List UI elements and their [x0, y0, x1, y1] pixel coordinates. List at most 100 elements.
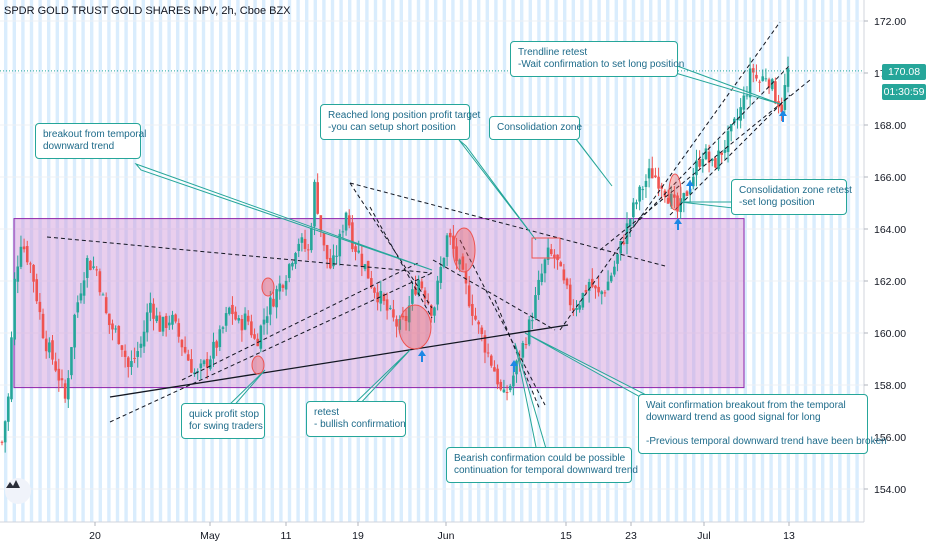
- session-band: [107, 0, 111, 522]
- candle-body: [306, 249, 310, 251]
- session-band: [47, 0, 51, 522]
- candle-body: [388, 307, 392, 309]
- chart-title: SPDR GOLD TRUST GOLD SHARES NPV, 2h, Cbo…: [4, 5, 291, 17]
- annotation-zone-retest[interactable]: Consolidation zone retest -set long posi…: [731, 179, 852, 215]
- candle-body: [370, 278, 373, 288]
- candle-body: [212, 341, 215, 359]
- candle-body: [190, 359, 193, 373]
- candle-body: [347, 215, 351, 226]
- candle-body: [164, 315, 168, 328]
- candle-body: [363, 264, 367, 270]
- candle-body: [521, 342, 525, 358]
- candle-body: [319, 215, 323, 232]
- candle-body: [322, 232, 326, 246]
- candle-body: [177, 323, 181, 337]
- candle-body: [774, 81, 777, 104]
- support-line: [109, 324, 569, 398]
- wedge-line-b: [369, 206, 433, 319]
- candle-body: [237, 318, 241, 321]
- annotation-quick-profit[interactable]: quick profit stop for swing traders: [181, 403, 265, 439]
- candle-body: [291, 262, 294, 267]
- candle-body: [98, 271, 102, 293]
- candle-body: [7, 396, 10, 422]
- candle-body: [44, 338, 48, 352]
- candles: [0, 56, 790, 453]
- session-band: [554, 0, 558, 522]
- candle-body: [572, 308, 575, 311]
- candle-body: [780, 104, 783, 113]
- annotation-retest[interactable]: retest - bullish confirmation: [306, 401, 406, 437]
- candle-body: [423, 290, 427, 299]
- price-tick-label: 172.00: [874, 16, 906, 28]
- session-band: [313, 0, 317, 522]
- candle-body: [54, 361, 57, 371]
- candle-body: [186, 354, 190, 361]
- candle-body: [117, 326, 121, 345]
- candle-body: [41, 313, 45, 339]
- candle-body: [411, 289, 414, 304]
- candle-body: [524, 344, 528, 346]
- session-band: [477, 0, 481, 522]
- session-band: [683, 0, 687, 522]
- highlight-circle: [452, 227, 476, 273]
- candle-body: [480, 327, 484, 335]
- candle-body: [303, 238, 307, 249]
- candle-body: [114, 328, 117, 330]
- candle-body: [758, 81, 761, 83]
- candle-body: [180, 339, 184, 348]
- candle-body: [95, 269, 98, 271]
- consolidation-zone-box[interactable]: [13, 218, 745, 389]
- annotation-consolidation-zone[interactable]: Consolidation zone: [489, 116, 582, 140]
- candle-body: [414, 287, 417, 295]
- candle-body: [597, 286, 600, 293]
- candle-body: [471, 303, 474, 316]
- candle-body: [461, 256, 465, 270]
- candle-body: [679, 198, 682, 213]
- annotation-reached-target[interactable]: Reached long position profit target -you…: [320, 104, 480, 140]
- candle-body: [63, 383, 67, 399]
- candle-body: [89, 260, 92, 271]
- price-tick-label: 166.00: [874, 172, 906, 184]
- candle-body: [259, 325, 263, 349]
- session-band: [829, 0, 833, 522]
- annotation-wait-confirmation[interactable]: Wait confirmation breakout from the temp…: [638, 394, 887, 454]
- candle-body: [297, 243, 301, 252]
- tradingview-logo[interactable]: [5, 478, 31, 504]
- session-band: [520, 0, 524, 522]
- session-band: [115, 0, 120, 522]
- candle-body: [600, 291, 604, 295]
- session-band: [21, 0, 25, 522]
- candle-body: [417, 279, 420, 295]
- candle-body: [281, 285, 285, 288]
- annotation-trendline-retest[interactable]: Trendline retest -Wait confirmation to s…: [510, 41, 684, 77]
- session-band: [786, 0, 790, 522]
- candle-body: [720, 152, 724, 155]
- candle-body: [723, 149, 727, 153]
- candle-body: [685, 191, 689, 197]
- candle-body: [341, 231, 345, 233]
- annotation-breakout[interactable]: breakout from temporal downward trend: [35, 123, 146, 159]
- candle-body: [120, 345, 124, 350]
- session-band: [348, 0, 352, 522]
- candle-body: [0, 441, 4, 443]
- session-band: [709, 0, 713, 522]
- candle-body: [486, 352, 490, 354]
- candle-body: [171, 314, 174, 325]
- candle-body: [152, 303, 155, 319]
- candle-body: [439, 266, 443, 283]
- candle-body: [310, 227, 313, 251]
- candle-body: [710, 158, 714, 161]
- annotation-bearish-confirmation[interactable]: Bearish confirmation could be possible c…: [446, 447, 638, 483]
- candle-body: [287, 264, 291, 279]
- candle-body: [70, 347, 73, 376]
- candle-body: [16, 266, 20, 282]
- candle-body: [613, 266, 616, 275]
- session-band: [270, 0, 274, 522]
- candle-body: [149, 302, 152, 313]
- time-axis: 20 May 11 19 Jun 15 23 Jul 13: [89, 522, 795, 542]
- candle-body: [455, 246, 458, 262]
- session-band: [580, 0, 584, 522]
- candle-body: [783, 85, 787, 110]
- candle-body: [344, 212, 348, 231]
